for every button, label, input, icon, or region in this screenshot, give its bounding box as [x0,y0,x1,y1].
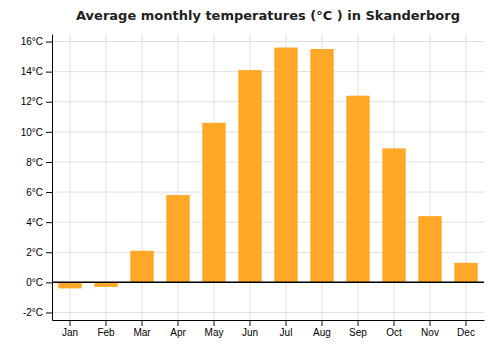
x-tick: Oct [386,320,402,338]
bar [58,282,81,288]
grid-line-y [52,282,484,283]
x-tick-mark [430,320,431,326]
x-tick: Aug [313,320,331,338]
y-tick-label: 6°C [26,187,43,198]
y-tick: -2°C [23,307,52,318]
x-tick-mark [214,320,215,326]
y-tick-label: 0°C [26,277,43,288]
y-tick: 6°C [26,187,52,198]
x-tick: Jul [280,320,293,338]
y-tick-mark [46,282,52,283]
bar [346,96,369,283]
y-tick-label: 12°C [21,96,43,107]
title: Average monthly temperatures (°C ) in Sk… [76,8,460,23]
x-tick: May [205,320,224,338]
grid-line-x [106,34,107,320]
grid-line-y [52,101,484,102]
x-axis: Jan Feb Mar Apr May Jun Jul Aug Sep Oct Nov Dec [53,320,485,338]
y-tick-label: 16°C [21,36,43,47]
x-tick: Jun [242,320,258,338]
y-tick: 2°C [26,247,52,258]
bar [166,195,189,282]
chart: -2°C 0°C 2°C 4°C 6°C 8°C 10°C 12°C 14°C 16°C Jan Fe… [0,0,500,350]
x-tick: Dec [457,320,475,338]
x-tick-mark [106,320,107,326]
y-tick-label: 14°C [21,66,43,77]
y-axis: -2°C 0°C 2°C 4°C 6°C 8°C 10°C 12°C 14°C 16°C [21,35,53,321]
x-tick-mark [70,320,71,326]
x-tick-label: Dec [457,327,475,338]
bar [382,148,405,282]
x-tick-label: Jun [242,327,258,338]
bar [130,251,153,283]
x-tick-label: Oct [386,327,402,338]
y-tick: 4°C [26,217,52,228]
x-tick-label: Jul [280,327,293,338]
y-tick-label: 2°C [26,247,43,258]
x-tick: Sep [349,320,367,338]
y-tick-label: 8°C [26,157,43,168]
x-tick-mark [322,320,323,326]
y-tick-label: 4°C [26,217,43,228]
y-tick-mark [46,312,52,313]
grid-line-y [52,71,484,72]
x-tick-label: Aug [313,327,331,338]
grid-line-x [70,34,71,320]
grid-line-y [52,131,484,132]
zero-line [52,282,484,284]
grid [52,34,484,320]
y-tick-mark [46,222,52,223]
y-tick-mark [46,162,52,163]
grid-line-y [52,312,484,313]
x-tick-label: Feb [97,327,115,338]
y-tick-mark [46,132,52,133]
x-tick: Nov [421,320,439,338]
y-tick-mark [46,192,52,193]
y-tick: 12°C [21,96,52,107]
y-axis-line [52,35,53,321]
x-tick: Apr [170,320,186,338]
y-tick: 14°C [21,66,52,77]
x-tick-mark [178,320,179,326]
bar [454,263,477,283]
y-tick: 0°C [26,277,52,288]
x-tick-label: Jan [62,327,78,338]
y-tick: 10°C [21,127,52,138]
marks [52,48,484,289]
y-tick-label: 10°C [21,127,43,138]
x-tick-label: Sep [349,327,367,338]
grid-line-y [52,192,484,193]
x-axis-line [53,320,485,321]
bar [274,48,297,283]
x-tick: Mar [133,320,151,338]
x-tick-mark [358,320,359,326]
y-tick-label: -2°C [23,307,43,318]
x-tick-mark [394,320,395,326]
y-tick: 8°C [26,157,52,168]
x-tick-label: May [205,327,224,338]
x-tick-label: Nov [421,327,439,338]
bar [238,70,261,282]
bar [310,49,333,282]
y-tick-mark [46,72,52,73]
bar [418,216,441,282]
y-tick-mark [46,252,52,253]
x-tick-label: Mar [133,327,151,338]
bar [202,123,225,283]
y-tick-mark [46,102,52,103]
grid-line-y [52,161,484,162]
x-tick-mark [250,320,251,326]
x-tick-mark [286,320,287,326]
x-tick-mark [142,320,143,326]
x-tick: Jan [62,320,78,338]
grid-line-y [52,41,484,42]
plot-area: -2°C 0°C 2°C 4°C 6°C 8°C 10°C 12°C 14°C 16°C Jan Fe… [21,34,485,338]
y-tick: 16°C [21,36,52,47]
y-tick-mark [46,42,52,43]
x-tick: Feb [97,320,115,338]
x-tick-label: Apr [170,327,186,338]
x-tick-mark [466,320,467,326]
